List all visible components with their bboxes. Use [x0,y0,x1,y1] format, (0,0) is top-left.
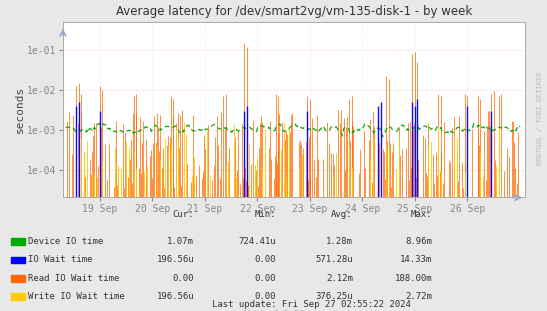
Text: 0.00: 0.00 [255,255,276,264]
Text: IO Wait time: IO Wait time [28,255,93,264]
Text: 188.00m: 188.00m [394,274,432,283]
Text: Cur:: Cur: [173,210,194,219]
Text: 196.56u: 196.56u [156,255,194,264]
Text: Write IO Wait time: Write IO Wait time [28,292,125,300]
Text: Avg:: Avg: [331,210,353,219]
Text: 0.00: 0.00 [255,292,276,300]
Text: Last update: Fri Sep 27 02:55:22 2024: Last update: Fri Sep 27 02:55:22 2024 [212,300,411,309]
Text: 724.41u: 724.41u [238,237,276,245]
Text: 1.28m: 1.28m [326,237,353,245]
Title: Average latency for /dev/smart2vg/vm-135-disk-1 - by week: Average latency for /dev/smart2vg/vm-135… [116,5,472,18]
Text: Device IO time: Device IO time [28,237,104,245]
Text: 2.72m: 2.72m [405,292,432,300]
Text: 1.07m: 1.07m [167,237,194,245]
Text: 14.33m: 14.33m [400,255,432,264]
Text: Min:: Min: [255,210,276,219]
Text: 0.00: 0.00 [173,274,194,283]
Text: 571.28u: 571.28u [315,255,353,264]
Text: RRDTOOL / TOBI OETIKER: RRDTOOL / TOBI OETIKER [537,72,543,165]
Text: 196.56u: 196.56u [156,292,194,300]
Text: 2.12m: 2.12m [326,274,353,283]
Text: Munin 2.0.56: Munin 2.0.56 [243,310,304,311]
Text: Max:: Max: [411,210,432,219]
Text: Read IO Wait time: Read IO Wait time [28,274,120,283]
Text: 376.25u: 376.25u [315,292,353,300]
Text: 8.96m: 8.96m [405,237,432,245]
Y-axis label: seconds: seconds [15,86,25,133]
Text: 0.00: 0.00 [255,274,276,283]
